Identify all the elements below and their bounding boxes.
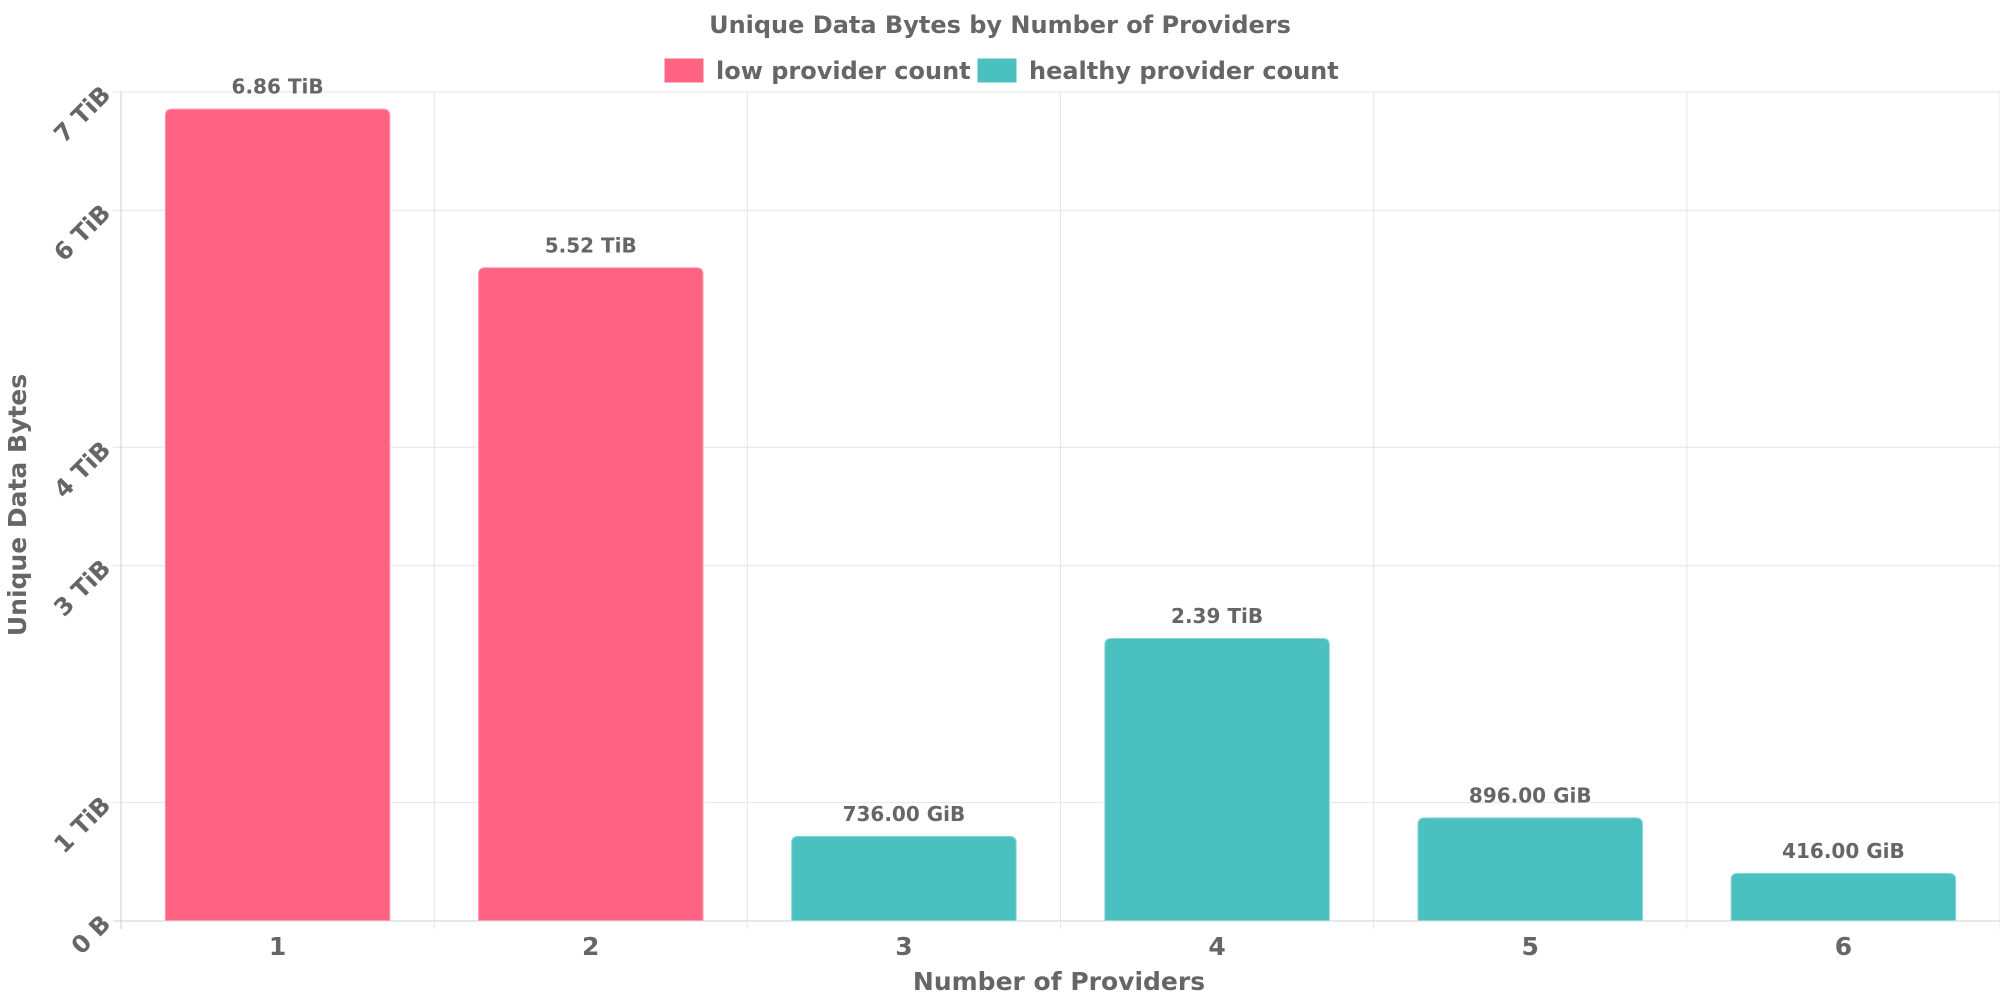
bar-1[interactable] — [163, 107, 392, 922]
legend-label-low[interactable]: low provider count — [716, 57, 971, 85]
y-tick-label: 7 TiB — [48, 80, 116, 148]
bars — [163, 107, 1958, 922]
y-tick-label: 0 B — [66, 909, 116, 959]
data-label-2: 5.52 TiB — [545, 233, 637, 257]
x-tick-label: 2 — [582, 932, 599, 961]
y-tick-label: 3 TiB — [48, 554, 116, 622]
chart-title: Unique Data Bytes by Number of Providers — [709, 11, 1291, 39]
grid-lines — [113, 91, 2000, 929]
legend-swatch-healthy[interactable] — [976, 57, 1018, 84]
y-axis-title: Unique Data Bytes — [3, 374, 32, 636]
x-tick-label: 6 — [1835, 932, 1852, 961]
x-tick-label: 5 — [1522, 932, 1539, 961]
x-axis-ticks: 1 2 3 4 5 6 — [269, 932, 1852, 961]
data-label-4: 2.39 TiB — [1171, 604, 1263, 628]
data-labels: 6.86 TiB 5.52 TiB 736.00 GiB 2.39 TiB 896.00… — [232, 75, 1905, 863]
y-tick-label: 4 TiB — [48, 436, 116, 504]
data-label-6: 416.00 GiB — [1782, 839, 1905, 863]
x-tick-label: 3 — [895, 932, 912, 961]
y-axis-ticks: 0 B 1 TiB 3 TiB 4 TiB 6 TiB 7 TiB — [48, 80, 116, 959]
legend-swatch-low[interactable] — [663, 57, 705, 84]
data-label-3: 736.00 GiB — [843, 802, 966, 826]
bar-2[interactable] — [477, 266, 705, 922]
bar-6[interactable] — [1729, 871, 1958, 922]
x-tick-label: 4 — [1208, 932, 1225, 961]
data-label-1: 6.86 TiB — [232, 75, 324, 99]
bar-4[interactable] — [1103, 636, 1331, 922]
x-axis-title: Number of Providers — [913, 967, 1205, 996]
data-label-5: 896.00 GiB — [1469, 783, 1592, 807]
bar-5[interactable] — [1416, 816, 1644, 922]
bar-3[interactable] — [790, 834, 1018, 922]
legend-label-healthy[interactable]: healthy provider count — [1029, 57, 1339, 85]
y-tick-label: 1 TiB — [48, 791, 116, 859]
y-tick-label: 6 TiB — [48, 199, 116, 267]
x-tick-label: 1 — [269, 932, 286, 961]
legend: low provider count healthy provider coun… — [663, 57, 1339, 85]
